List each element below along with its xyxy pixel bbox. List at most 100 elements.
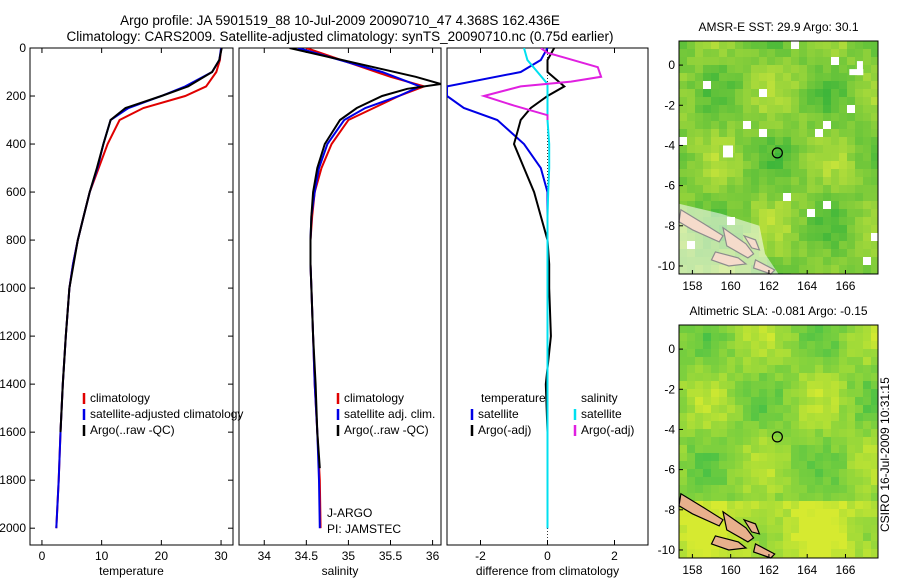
temperature-y-tick-label: 1400 [0, 377, 26, 391]
sst_map-grid-cell [807, 65, 815, 73]
sst_map-grid-cell [807, 81, 815, 89]
sst_map-grid-cell [711, 185, 719, 193]
sst_map-grid-cell [719, 209, 727, 217]
sst_map-grid-cell [783, 177, 791, 185]
sst_map-grid-cell [719, 121, 727, 129]
sla_map-grid-cell [847, 517, 855, 525]
sla_map-grid-cell [807, 357, 815, 365]
sst_map-grid-cell [831, 57, 839, 65]
sst_map-grid-cell [711, 177, 719, 185]
sst_map-grid-cell [871, 65, 878, 73]
sla_map-grid-cell [759, 437, 767, 445]
sst_map-grid-cell [759, 81, 767, 89]
sst_map-grid-cell [823, 169, 831, 177]
sst_map-grid-cell [791, 161, 799, 169]
sst_map-grid-cell [823, 129, 831, 137]
sst_map-grid-cell [775, 113, 783, 121]
sla_map-grid-cell [791, 333, 799, 341]
sla_map-grid-cell [863, 389, 871, 397]
sla_map-grid-cell [871, 453, 878, 461]
sla_map-grid-cell [783, 365, 791, 373]
sla_map-grid-cell [863, 429, 871, 437]
sla_map-grid-cell [695, 357, 703, 365]
sst_map-grid-cell [735, 185, 743, 193]
sst_map-grid-cell [767, 81, 775, 89]
sla_map-grid-cell [823, 437, 831, 445]
sst_map-grid-cell [703, 41, 711, 49]
sla_map-grid-cell [735, 357, 743, 365]
sla_map-grid-cell [743, 509, 751, 517]
sst_map-grid-cell [703, 89, 711, 97]
sla_map-grid-cell [727, 333, 735, 341]
sst_map-grid-cell [727, 49, 735, 57]
sst_map-grid-cell [743, 41, 751, 49]
sla_map-grid-cell [847, 325, 855, 333]
sla_map-grid-cell [695, 461, 703, 469]
sla_map-grid-cell [727, 341, 735, 349]
sst_map-grid-cell [719, 89, 727, 97]
sla_map-grid-cell [871, 517, 878, 525]
sla_map-grid-cell [791, 405, 799, 413]
sst_map-grid-cell [863, 153, 871, 161]
sst_map-grid-cell [767, 137, 775, 145]
sla_map-grid-cell [791, 421, 799, 429]
difference-legend-sal-argo-label: Argo(-adj) [581, 423, 634, 437]
sst_map-grid-cell [711, 97, 719, 105]
sla_map-grid-cell [719, 429, 727, 437]
sst_map-grid-cell [799, 169, 807, 177]
sla_map-grid-cell [847, 461, 855, 469]
sst_map-grid-cell [735, 169, 743, 177]
sst_map-grid-cell [695, 113, 703, 121]
sla_map-grid-cell [847, 485, 855, 493]
sla_map-grid-cell [831, 381, 839, 389]
sla_map-grid-cell [735, 365, 743, 373]
sst_map-grid-cell [687, 97, 695, 105]
sst_map-grid-cell [791, 249, 799, 257]
salinity-series-group [289, 48, 441, 529]
sst_map-grid-cell [831, 201, 839, 209]
sst_map-grid-cell [807, 97, 815, 105]
sla_map-grid-cell [743, 325, 751, 333]
sst_map-grid-cell [687, 185, 695, 193]
sla_map-grid-cell [751, 453, 759, 461]
sla_map-grid-cell [791, 349, 799, 357]
sla_map-grid-cell [751, 501, 759, 509]
sla_map-grid-cell [759, 357, 767, 365]
sst_map-grid-cell [703, 49, 711, 57]
sst_map-grid-cell [799, 217, 807, 225]
sla_map-grid-cell [855, 469, 863, 477]
sla_map-grid-cell [703, 381, 711, 389]
sla_map-grid-cell [775, 349, 783, 357]
sla_map-grid-cell [863, 325, 871, 333]
sla_map-grid-cell [839, 493, 847, 501]
sst_map-grid-cell [751, 57, 759, 65]
sst_map-grid-cell [863, 105, 871, 113]
sst_map-grid-cell [695, 49, 703, 57]
sla_map-grid-cell [847, 389, 855, 397]
sst_map-grid-cell [743, 73, 751, 81]
sst_map-grid-cell [847, 201, 855, 209]
difference-series-line [447, 48, 549, 529]
sla_map-grid-cell [783, 477, 791, 485]
sla_map-grid-cell [783, 349, 791, 357]
sst_map-y-tick-label: -8 [664, 219, 675, 233]
sst_map-grid-cell [823, 161, 831, 169]
sla_map-grid-cell [679, 525, 687, 533]
sla_map-grid-cell [767, 397, 775, 405]
sst_map-grid-cell [815, 145, 823, 153]
sst_map-grid-cell [847, 241, 855, 249]
sst_map-grid-cell [839, 225, 847, 233]
sst_map-grid-cell [751, 49, 759, 57]
sla_map-grid-cell [775, 413, 783, 421]
sla_map-grid-cell [751, 397, 759, 405]
sla_map-grid-cell [679, 389, 687, 397]
sst_map-grid-cell [679, 193, 687, 201]
sst_map-grid-cell [871, 265, 878, 273]
sla_map-grid-cell [759, 461, 767, 469]
sst_map-grid-cell [863, 233, 871, 241]
sla_map-grid-cell [855, 493, 863, 501]
sla_map-grid-cell [831, 517, 839, 525]
sla_map-grid-cell [807, 525, 815, 533]
sst_map-grid-cell [783, 217, 791, 225]
sla_map-grid-cell [871, 477, 878, 485]
